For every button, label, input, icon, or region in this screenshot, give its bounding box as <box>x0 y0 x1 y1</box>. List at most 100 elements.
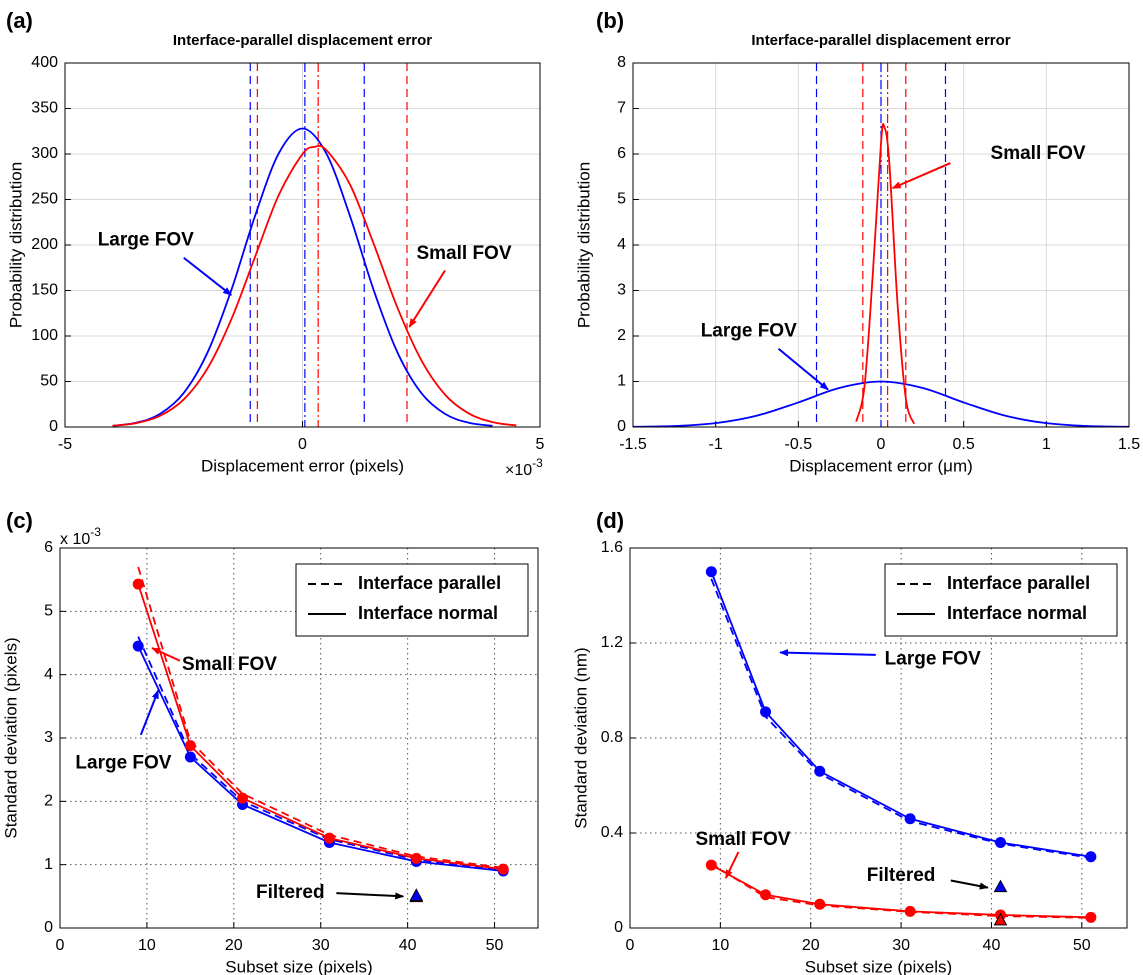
y-tick-label: 4 <box>617 236 626 253</box>
x-tick-label: -1 <box>709 436 723 453</box>
x-axis-label: Displacement error (μm) <box>789 456 973 475</box>
y-tick-label: 1 <box>44 856 53 873</box>
y-tick-label: 5 <box>617 191 626 208</box>
series-line <box>112 127 493 427</box>
x-tick-label: 10 <box>711 937 729 954</box>
y-tick-label: 2 <box>44 793 53 810</box>
y-tick-label: 3 <box>617 282 626 299</box>
x-axis-label: Displacement error (pixels) <box>201 456 404 475</box>
y-tick-label: 0 <box>49 418 58 435</box>
y-tick-label: 250 <box>31 191 58 208</box>
y-tick-label: 2 <box>617 327 626 344</box>
x-tick-label: 0.5 <box>953 436 975 453</box>
panel: (a) Interface-parallel displacement error… <box>6 8 545 479</box>
annotation: Small FOV <box>182 654 277 675</box>
panel: (b) Interface-parallel displacement error… <box>574 8 1140 476</box>
x-tick-label: -1.5 <box>619 436 647 453</box>
annotation-arrow <box>151 647 181 662</box>
y-tick-label: 350 <box>31 100 58 117</box>
multiplier-base: x 10 <box>60 531 90 548</box>
multiplier-exponent: -3 <box>90 525 101 539</box>
x-tick-label: 30 <box>312 937 330 954</box>
data-point <box>132 578 144 590</box>
plot-frame <box>632 62 1130 428</box>
y-tick-label: 4 <box>44 666 53 683</box>
legend-label: Interface normal <box>947 603 1087 623</box>
y-tick-label: 6 <box>44 539 53 556</box>
multiplier-exponent: -3 <box>532 456 543 470</box>
y-tick-label: 7 <box>617 100 626 117</box>
annotation: Large FOV <box>885 649 981 670</box>
x-tick-label: 0 <box>626 937 635 954</box>
y-tick-label: 0 <box>44 919 53 936</box>
annotation: Large FOV <box>75 752 171 773</box>
x-tick-label: 50 <box>486 937 504 954</box>
axis-multiplier: x 10-3 <box>60 525 101 548</box>
series-line <box>137 645 504 872</box>
y-axis-label: Standard deviation (pixels) <box>1 637 20 838</box>
y-tick-label: 1 <box>617 373 626 390</box>
y-axis-label: Probability distribution <box>574 162 593 328</box>
annotation: Small FOV <box>695 829 790 850</box>
annotation: Small FOV <box>416 243 511 264</box>
plot-area <box>710 571 1091 919</box>
annotation-arrow <box>779 649 876 657</box>
legend-label: Interface parallel <box>947 573 1090 593</box>
legend-box <box>884 563 1118 637</box>
series-line <box>710 578 1091 859</box>
plot-area <box>633 63 1129 427</box>
annotation-arrow <box>724 851 740 879</box>
annotation-arrow <box>183 256 232 296</box>
y-tick-label: 300 <box>31 145 58 162</box>
x-tick-label: 10 <box>138 937 156 954</box>
data-point <box>323 832 335 844</box>
data-point <box>904 813 916 825</box>
annotation-arrow <box>891 162 951 190</box>
annotation: Large FOV <box>701 320 797 341</box>
panel-label: (a) <box>6 8 33 33</box>
y-tick-label: 150 <box>31 282 58 299</box>
data-point <box>409 888 424 901</box>
data-point <box>760 889 772 901</box>
panel-label: (c) <box>6 508 33 533</box>
x-tick-label: 20 <box>225 937 243 954</box>
plot-frame <box>64 62 541 428</box>
series-line <box>855 123 915 425</box>
x-axis-label: Subset size (pixels) <box>805 957 952 975</box>
x-tick-label: 5 <box>536 436 545 453</box>
y-tick-label: 3 <box>44 729 53 746</box>
data-point <box>410 852 422 864</box>
annotation-arrow <box>777 347 829 391</box>
data-point <box>994 837 1006 848</box>
y-tick-label: 0.8 <box>601 729 623 746</box>
y-tick-label: 50 <box>40 373 58 390</box>
x-tick-label: 30 <box>892 937 910 954</box>
series-line <box>710 864 1091 919</box>
x-tick-label: 40 <box>399 937 417 954</box>
x-tick-label: -5 <box>58 436 72 453</box>
data-point <box>993 912 1008 926</box>
x-tick-label: 0 <box>298 436 307 453</box>
legend-label: Interface normal <box>358 603 498 623</box>
data-point <box>184 751 196 763</box>
annotation-arrow <box>139 689 160 736</box>
plot-area <box>137 566 504 872</box>
y-tick-label: 400 <box>31 54 58 71</box>
panel-label: (b) <box>596 8 624 33</box>
data-point <box>132 640 144 652</box>
annotation-arrow <box>336 892 405 900</box>
series-line <box>137 583 504 870</box>
x-tick-label: 1.5 <box>1118 436 1140 453</box>
annotation: Large FOV <box>98 229 194 250</box>
data-point <box>1085 851 1097 863</box>
data-point <box>497 863 509 875</box>
axis-multiplier: ×10-3 <box>505 456 543 479</box>
y-axis-label: Standard deviation (nm) <box>571 647 590 828</box>
panel: (d) 0 10 20 30 40 50 0 0.4 0.8 1.2 1.6 Subset size (… <box>571 508 1128 975</box>
plot-frame <box>629 547 1128 929</box>
plot-area <box>112 63 517 427</box>
series-line <box>710 571 1091 858</box>
annotation-arrow <box>408 269 446 328</box>
